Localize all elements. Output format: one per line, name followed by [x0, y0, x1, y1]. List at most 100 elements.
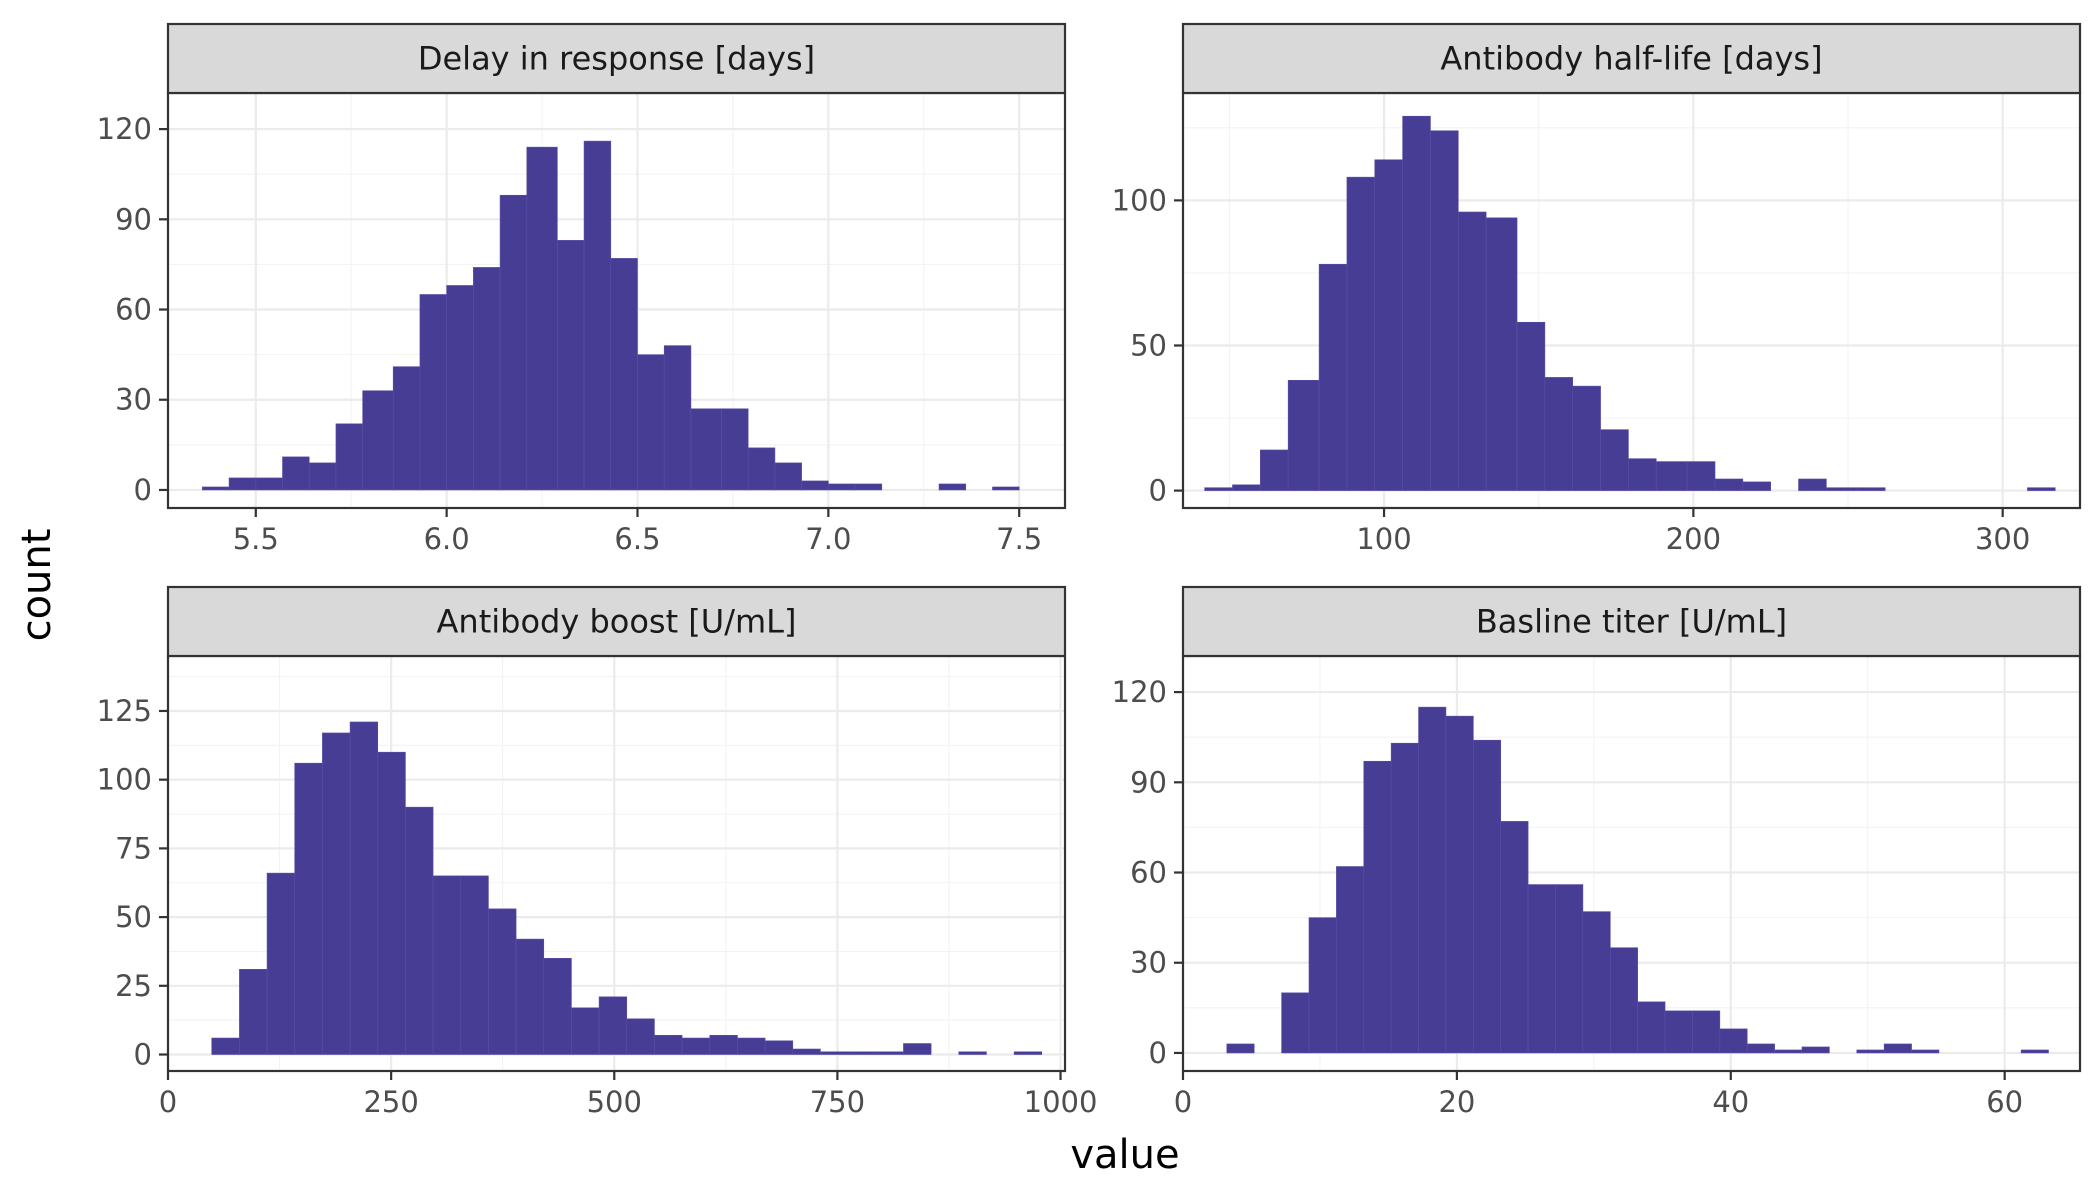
histogram-bar — [801, 480, 829, 491]
x-tick-label: 7.0 — [805, 522, 851, 556]
facet-strip — [1181, 22, 2082, 95]
histogram-bar — [764, 1040, 794, 1055]
histogram-bar — [1260, 449, 1289, 491]
facet-panel: Basline titer [U/mL] 0 20 40 60 0 30 60 90 120 — [1112, 585, 2082, 1119]
histogram-bar — [282, 456, 310, 491]
histogram-bar — [1883, 1043, 1912, 1054]
y-tick-label: 90 — [1130, 765, 1167, 799]
histogram-bar — [1374, 159, 1403, 491]
histogram-bar — [543, 958, 572, 1055]
histogram-bar — [1798, 478, 1827, 491]
histogram-bar — [938, 483, 967, 491]
histogram-bar — [598, 996, 628, 1055]
histogram-bar — [294, 762, 323, 1055]
histogram-bar — [1013, 1051, 1043, 1055]
histogram-bar — [1692, 1010, 1721, 1054]
x-tick-label: 6.5 — [614, 522, 660, 556]
x-tick-label: 500 — [587, 1085, 642, 1119]
histogram-bar — [1445, 715, 1474, 1054]
y-tick-label: 120 — [97, 112, 152, 146]
facet-strip — [166, 22, 1067, 95]
facet-strip — [166, 585, 1067, 658]
histogram-bar — [1457, 211, 1487, 491]
x-tick-label: 60 — [1986, 1085, 2023, 1119]
y-tick-label: 0 — [134, 473, 152, 507]
histogram-bar — [1911, 1049, 1940, 1054]
histogram-bar — [1500, 821, 1529, 1054]
histogram-bar — [1226, 1043, 1255, 1054]
histogram-bar — [626, 1018, 655, 1055]
histogram-bar — [228, 477, 257, 491]
histogram-bar — [709, 1034, 738, 1055]
histogram-bar — [499, 194, 528, 491]
y-tick-label: 90 — [115, 202, 152, 236]
histogram-bar — [1686, 461, 1716, 491]
histogram-bar — [875, 1051, 904, 1055]
x-axis-title: value — [1070, 1132, 1179, 1178]
histogram-bar — [1390, 742, 1419, 1054]
y-tick-label: 0 — [1149, 474, 1167, 508]
histogram-bar — [1232, 484, 1261, 491]
y-tick-label: 50 — [115, 900, 152, 934]
x-tick-label: 6.0 — [424, 522, 470, 556]
facet-panels: Delay in response [days] 5.5 6.0 6.5 7.0 7.5 0… — [97, 22, 2082, 1119]
histogram-bar — [419, 294, 447, 491]
x-tick-label: 0 — [1174, 1085, 1192, 1119]
x-tick-label: 5.5 — [233, 522, 279, 556]
histogram-bar — [1336, 866, 1365, 1054]
histogram-bar — [903, 1043, 932, 1055]
y-tick-label: 125 — [97, 694, 152, 728]
histogram-bar — [266, 872, 296, 1055]
histogram-bar — [1308, 917, 1337, 1054]
histogram-bar — [1628, 458, 1657, 491]
histogram-bar — [1719, 1028, 1748, 1054]
histogram-bar — [1856, 1049, 1885, 1054]
histogram-bar — [721, 408, 749, 491]
histogram-bar — [1637, 1001, 1666, 1054]
histogram-bar — [432, 875, 462, 1055]
facet-panel: Antibody boost [U/mL] 0 250 500 750 1000 0 25 50… — [97, 585, 1098, 1119]
histogram-bar — [1572, 385, 1601, 491]
y-tick-label: 0 — [134, 1038, 152, 1072]
histogram-bar — [610, 258, 638, 491]
y-tick-label: 60 — [1130, 856, 1167, 890]
histogram-bar — [1555, 884, 1584, 1054]
histogram-bar — [1714, 478, 1744, 491]
x-tick-label: 1000 — [1024, 1085, 1098, 1119]
histogram-bar — [774, 462, 802, 491]
facet-panel: Delay in response [days] 5.5 6.0 6.5 7.0 7.5 0… — [97, 22, 1067, 556]
histogram-bar — [637, 354, 665, 491]
x-tick-label: 20 — [1438, 1085, 1475, 1119]
y-tick-label: 25 — [115, 969, 152, 1003]
x-tick-label: 100 — [1356, 522, 1411, 556]
y-tick-label: 120 — [1112, 675, 1167, 709]
histogram-bar — [571, 1007, 600, 1055]
histogram-bar — [2027, 487, 2056, 491]
histogram-bar — [854, 483, 883, 491]
histogram-bar — [847, 1051, 877, 1055]
histogram-bar — [1402, 115, 1431, 491]
histogram-bar — [211, 1037, 240, 1055]
histogram-bar — [828, 483, 856, 491]
x-tick-label: 7.5 — [996, 522, 1042, 556]
histogram-bar — [255, 477, 283, 491]
y-tick-label: 30 — [1130, 946, 1167, 980]
y-tick-label: 0 — [1149, 1036, 1167, 1070]
histogram-bar — [1485, 217, 1518, 491]
x-tick-label: 300 — [1975, 522, 2030, 556]
histogram-bar — [322, 732, 351, 1055]
histogram-bar — [526, 146, 558, 491]
histogram-bar — [202, 486, 230, 491]
y-axis-title: count — [14, 529, 60, 642]
histogram-bar — [1544, 377, 1574, 491]
histogram-bar — [958, 1051, 987, 1055]
histogram-bar — [1527, 884, 1556, 1054]
histogram-bar — [1418, 706, 1447, 1054]
histogram-bar — [663, 345, 692, 491]
histogram-bar — [654, 1034, 683, 1055]
histogram-bar — [392, 366, 421, 491]
histogram-bar — [460, 875, 489, 1055]
histogram-bar — [1655, 461, 1688, 491]
histogram-bar — [405, 806, 434, 1055]
histogram-bar — [1774, 1049, 1803, 1054]
